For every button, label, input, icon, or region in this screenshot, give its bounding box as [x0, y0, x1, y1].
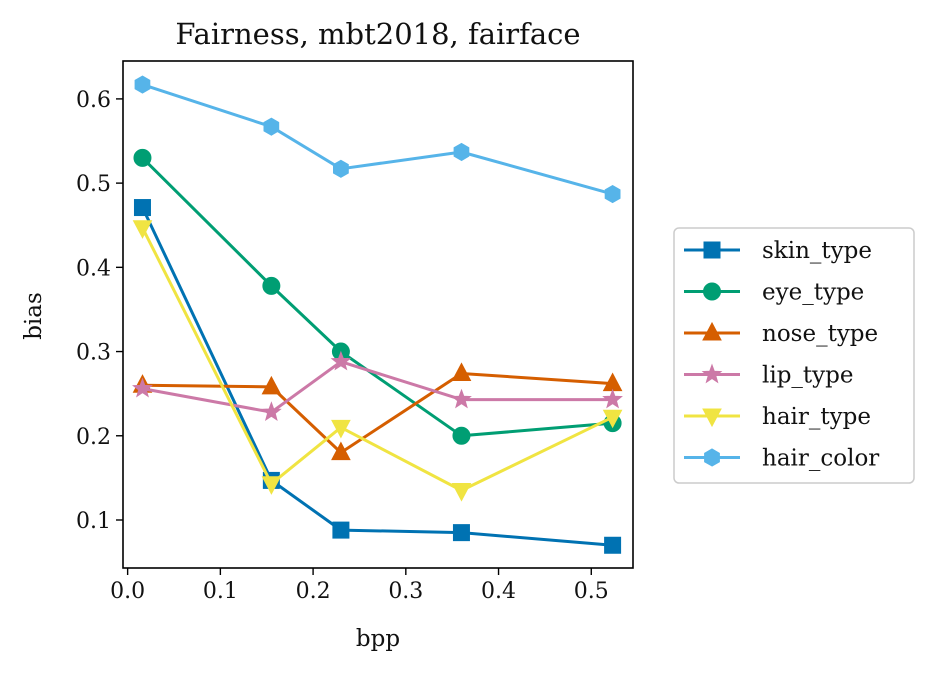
- legend: skin_type eye_type nose_type lip_type hair_t…: [673, 227, 915, 484]
- legend-marker: [703, 241, 721, 259]
- data-point: [331, 419, 351, 439]
- data-point: [453, 142, 470, 162]
- series-line: [142, 83, 614, 196]
- y-tick-label: 0.5: [76, 172, 111, 197]
- data-point: [262, 276, 281, 295]
- x-tick-label: 0.2: [296, 579, 331, 604]
- series-line: [141, 156, 613, 438]
- data-point: [330, 350, 352, 371]
- y-axis-label: bias: [21, 292, 47, 340]
- data-point: [133, 148, 152, 167]
- series-nose-type: [132, 362, 623, 461]
- data-point: [452, 524, 470, 542]
- data-point: [263, 117, 280, 136]
- data-point: [132, 220, 153, 239]
- legend-label: nose_type: [762, 321, 878, 347]
- legend-marker: [701, 363, 723, 384]
- legend-item-lip-type: lip_type: [684, 363, 854, 389]
- axis-ticks: 0.0 0.1 0.2 0.3 0.4 0.5 0.1 0.2 0.3 0.4 0.5 0.6: [76, 88, 609, 604]
- y-tick-label: 0.2: [76, 425, 111, 450]
- legend-marker: [703, 282, 721, 301]
- data-point: [604, 185, 621, 204]
- series-hair-color: [134, 75, 621, 204]
- data-point: [452, 426, 471, 445]
- data-point: [261, 476, 282, 495]
- data-point: [331, 441, 351, 461]
- data-point: [133, 199, 151, 217]
- legend-marker: [704, 448, 720, 467]
- chart-title: Fairness, mbt2018, fairface: [175, 17, 580, 51]
- data-point: [132, 377, 153, 398]
- legend-item-nose-type: nose_type: [684, 321, 878, 347]
- x-tick-label: 0.1: [203, 579, 238, 604]
- plot-series: [132, 75, 623, 554]
- y-tick-label: 0.6: [76, 88, 111, 113]
- legend-item-hair-color: hair_color: [684, 446, 879, 472]
- data-point: [602, 409, 623, 429]
- y-tick-label: 0.3: [76, 341, 111, 366]
- series-skin-type: [133, 199, 622, 554]
- legend-label: lip_type: [762, 363, 854, 389]
- data-point: [333, 159, 349, 178]
- data-point: [451, 362, 472, 381]
- x-tick-label: 0.0: [110, 579, 145, 604]
- legend-item-eye-type: eye_type: [684, 280, 864, 306]
- series-hair-type: [132, 220, 623, 502]
- plot-frame: [122, 60, 634, 569]
- x-axis-label: bpp: [356, 626, 400, 652]
- data-point: [451, 483, 472, 502]
- legend-item-skin-type: skin_type: [684, 238, 872, 264]
- legend-marker: [702, 321, 722, 341]
- data-point: [261, 375, 282, 395]
- legend-item-hair-type: hair_type: [684, 404, 871, 430]
- x-tick-label: 0.3: [388, 579, 423, 604]
- y-tick-label: 0.4: [76, 256, 111, 281]
- data-point: [134, 75, 151, 94]
- y-tick-label: 0.1: [76, 509, 111, 534]
- x-tick-label: 0.4: [481, 579, 516, 604]
- data-point: [604, 536, 622, 554]
- legend-marker: [702, 408, 722, 428]
- legend-label: skin_type: [762, 238, 872, 264]
- legend-label: eye_type: [762, 280, 864, 306]
- x-tick-label: 0.5: [574, 579, 609, 604]
- legend-label: hair_type: [762, 404, 871, 430]
- data-point: [260, 401, 282, 422]
- data-point: [602, 388, 623, 409]
- data-point: [332, 521, 350, 539]
- legend-label: hair_color: [762, 446, 879, 472]
- data-point: [451, 388, 472, 409]
- series-line: [142, 372, 613, 455]
- series-lip-type: [132, 350, 623, 422]
